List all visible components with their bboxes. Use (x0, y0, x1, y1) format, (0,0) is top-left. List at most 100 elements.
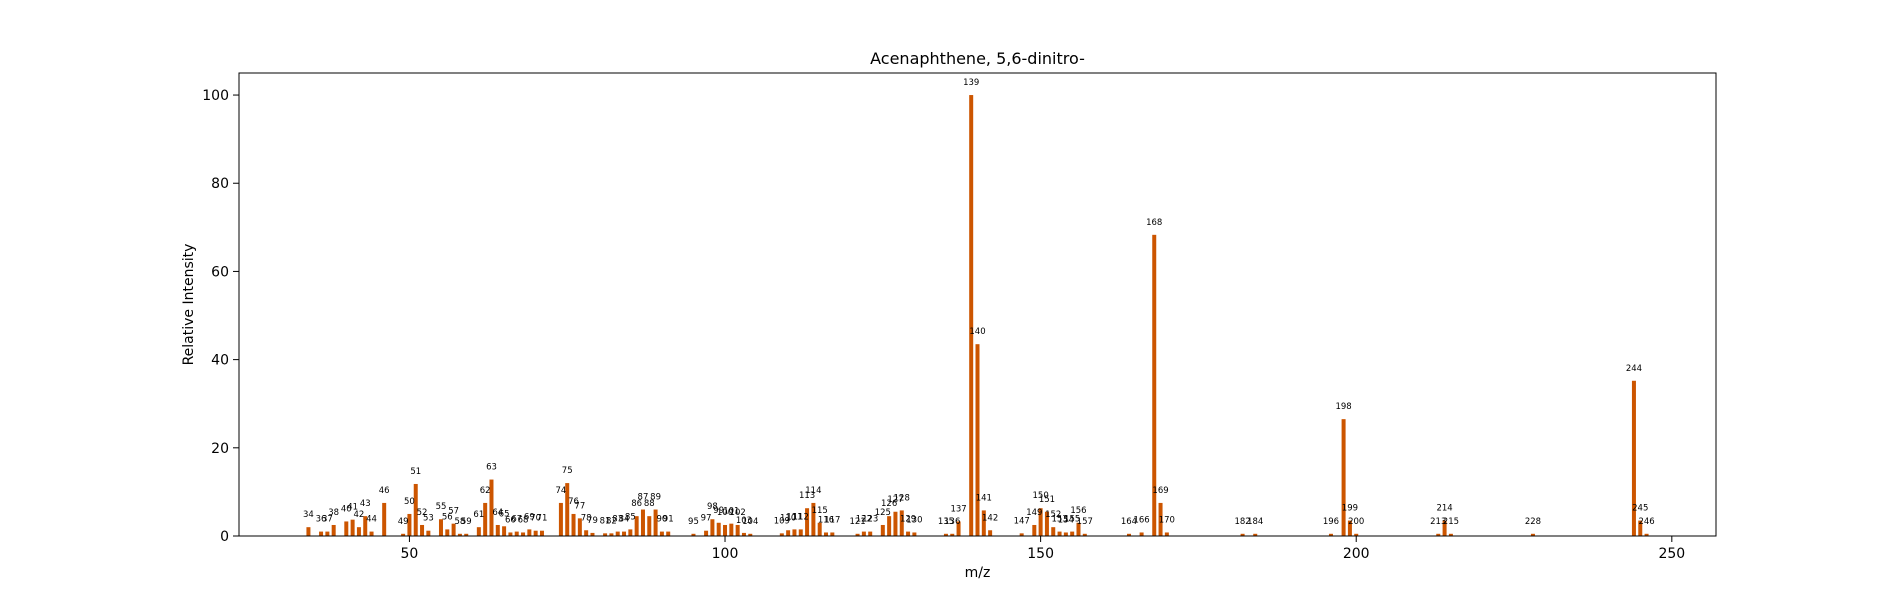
peak-bar-169 (1158, 502, 1163, 536)
peak-label-67: 67 (511, 515, 522, 525)
peak-bar-111 (792, 529, 797, 536)
peak-bar-168 (1152, 234, 1157, 536)
peak-bar-128 (899, 510, 904, 536)
peak-label-244: 244 (1626, 364, 1642, 374)
y-tick-label: 80 (211, 176, 229, 192)
peak-bar-153 (1057, 531, 1062, 536)
peak-bar-36 (319, 531, 324, 536)
peak-bar-56 (445, 529, 450, 536)
peak-bar-170 (1164, 532, 1169, 536)
peak-label-88: 88 (644, 499, 655, 509)
peak-bar-123 (868, 531, 873, 536)
peak-label-38: 38 (328, 508, 339, 518)
peak-label-37: 37 (322, 515, 333, 525)
peak-label-116: 116 (818, 515, 834, 525)
peak-label-117: 117 (824, 515, 840, 525)
peak-bar-116 (824, 532, 829, 536)
peak-bar-101 (729, 523, 734, 536)
peak-label-82: 82 (606, 516, 617, 526)
peak-bar-51 (413, 483, 418, 536)
peak-label-46: 46 (379, 486, 390, 496)
x-tick-label: 200 (1343, 546, 1370, 562)
peak-bar-41 (350, 519, 355, 536)
peak-bar-136 (950, 533, 955, 536)
peak-label-91: 91 (663, 515, 674, 525)
peak-bar-69 (527, 529, 532, 536)
peak-label-150: 150 (1033, 491, 1049, 501)
peak-bar-98 (710, 519, 715, 536)
peak-label-51: 51 (410, 467, 421, 477)
peak-bar-139 (969, 95, 974, 537)
peak-bar-103 (741, 532, 746, 536)
peak-bar-166 (1139, 532, 1144, 536)
peak-label-70: 70 (530, 514, 541, 524)
x-tick-label: 100 (712, 546, 739, 562)
peak-bar-82 (609, 533, 614, 536)
peak-bar-84 (622, 531, 627, 536)
peak-label-154: 154 (1058, 515, 1074, 525)
peak-bar-164 (1126, 533, 1131, 536)
peak-bar-40 (344, 521, 349, 536)
peak-bar-50 (407, 513, 412, 536)
peak-label-196: 196 (1323, 517, 1339, 527)
peak-bar-104 (748, 533, 753, 536)
peak-label-126: 126 (881, 499, 897, 509)
peak-bar-89 (653, 509, 658, 536)
peak-label-58: 58 (455, 517, 466, 527)
peak-label-61: 61 (473, 510, 484, 520)
peak-label-139: 139 (963, 78, 979, 88)
peak-bar-149 (1032, 524, 1037, 536)
peak-label-200: 200 (1348, 517, 1364, 527)
y-tick-label: 60 (211, 264, 229, 280)
peak-label-129: 129 (900, 515, 916, 525)
peak-label-44: 44 (366, 515, 377, 525)
y-tick-label: 40 (211, 353, 229, 369)
peak-bar-140 (975, 344, 980, 536)
peak-bar-71 (539, 530, 544, 536)
peak-bar-246 (1644, 533, 1649, 536)
peak-label-109: 109 (774, 516, 790, 526)
peak-bar-63 (489, 479, 494, 536)
peak-bar-97 (704, 530, 709, 536)
peak-label-156: 156 (1070, 506, 1086, 516)
peak-label-136: 136 (944, 517, 960, 527)
peak-bar-44 (369, 531, 374, 536)
peak-bar-53 (426, 530, 431, 536)
peak-bar-49 (401, 533, 406, 536)
peak-bar-214 (1442, 520, 1447, 536)
peak-label-198: 198 (1335, 402, 1351, 412)
peak-bar-99 (716, 522, 721, 536)
peak-label-74: 74 (555, 486, 566, 496)
peak-bar-81 (603, 533, 608, 536)
peak-label-68: 68 (518, 515, 529, 525)
peak-label-56: 56 (442, 512, 453, 522)
peak-bar-62 (483, 502, 488, 536)
peak-bar-90 (659, 531, 664, 536)
peak-label-63: 63 (486, 463, 497, 473)
peak-label-43: 43 (360, 499, 371, 509)
peak-bar-79 (590, 532, 595, 536)
chart-title: Acenaphthene, 5,6-dinitro- (870, 49, 1085, 68)
peak-bar-100 (723, 524, 728, 536)
peak-label-164: 164 (1121, 517, 1137, 527)
peak-bar-213 (1436, 533, 1441, 536)
peak-bar-113 (805, 508, 810, 536)
peak-label-100: 100 (717, 508, 733, 518)
peak-label-41: 41 (347, 503, 358, 513)
peak-bar-110 (786, 530, 791, 536)
peak-label-101: 101 (723, 507, 739, 517)
peak-bar-154 (1063, 532, 1068, 536)
peak-bar-199 (1347, 520, 1352, 536)
peak-bar-64 (495, 524, 500, 536)
x-tick-label: 250 (1658, 546, 1685, 562)
peak-label-76: 76 (568, 497, 579, 507)
peak-label-86: 86 (631, 499, 642, 509)
peak-label-182: 182 (1234, 517, 1250, 527)
peak-bar-142 (988, 530, 993, 536)
peak-label-85: 85 (625, 512, 636, 522)
peak-bar-151 (1044, 511, 1049, 536)
peak-label-59: 59 (461, 517, 472, 527)
peak-label-115: 115 (812, 506, 828, 516)
peak-label-89: 89 (650, 493, 661, 503)
